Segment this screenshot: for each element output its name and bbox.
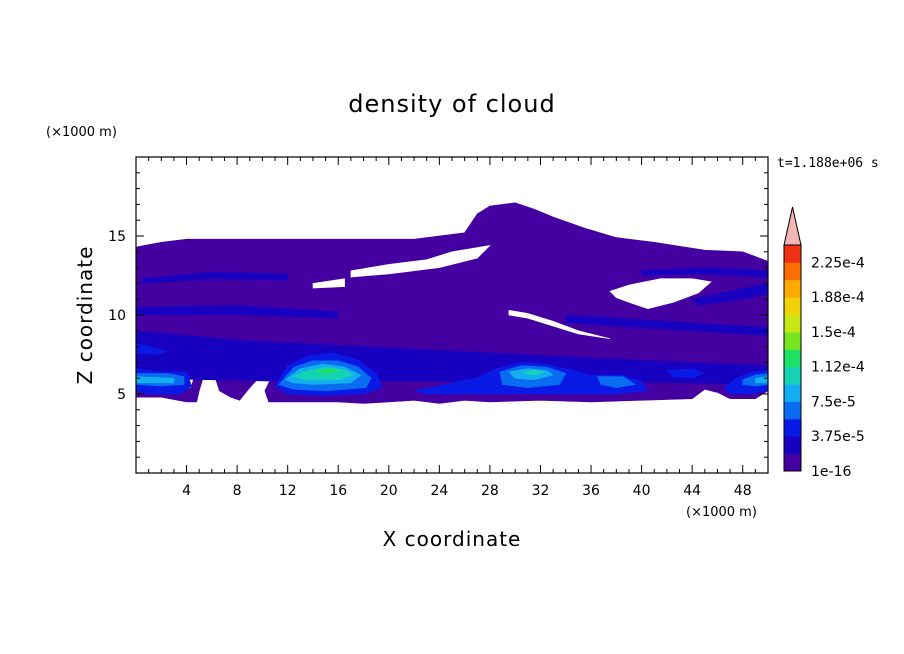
x-tick-label: 16	[329, 483, 347, 499]
colorbar-label: 1e-16	[811, 464, 851, 480]
cloud-gap-region	[312, 278, 345, 289]
x-tick-label: 48	[734, 483, 752, 499]
colorbar-overflow-arrow	[783, 206, 802, 246]
colorbar-swatch	[784, 453, 801, 472]
contour-fill	[136, 202, 768, 404]
colorbar-label: 2.25e-4	[811, 255, 865, 271]
cloud-density-region-level-4	[136, 376, 175, 384]
cloud-density-region-level-1	[641, 267, 768, 278]
x-tick-label: 36	[582, 483, 600, 499]
colorbar-swatch	[784, 349, 801, 368]
colorbar-swatch	[784, 314, 801, 333]
cloud-gap-region	[609, 278, 712, 310]
cloud-density-region-level-5	[521, 369, 545, 376]
x-tick-label: 20	[380, 483, 398, 499]
colorbar: 1e-16 3.75e-5 7.5e-5 1.12e-4 1.5e-4 1.88e-4 2.…	[783, 206, 865, 480]
colorbar-swatch	[784, 262, 801, 281]
colorbar-swatch	[784, 245, 801, 263]
cloud-density-region-level-1	[691, 283, 768, 306]
colorbar-swatch	[784, 401, 801, 420]
x-tick-label: 32	[532, 483, 550, 499]
cloud-gap-region	[350, 245, 491, 278]
y-tick-label: 10	[108, 308, 126, 324]
x-axis-label: X coordinate	[383, 527, 522, 551]
colorbar-swatch	[784, 436, 801, 455]
x-tick-label: 12	[279, 483, 297, 499]
time-label: t=1.188e+06 s	[777, 156, 879, 171]
colorbar-swatch	[784, 279, 801, 298]
cloud-density-region-level-2	[666, 368, 706, 379]
x-tick-label: 8	[233, 483, 242, 499]
colorbar-label: 7.5e-5	[811, 394, 856, 410]
z-unit-label: (×1000 m)	[46, 125, 117, 140]
x-tick-label: 4	[182, 483, 191, 499]
cloud-density-region-level-2	[136, 343, 168, 355]
cloud-density-region-level-1	[142, 271, 289, 284]
colorbar-swatch	[784, 418, 801, 437]
colorbar-swatch	[784, 331, 801, 350]
y-axis-label: Z coordinate	[73, 246, 97, 385]
cloud-density-region-level-1	[565, 314, 768, 336]
x-tick-label: 44	[683, 483, 701, 499]
colorbar-swatch	[784, 297, 801, 315]
x-unit-label: (×1000 m)	[686, 505, 757, 520]
cloud-density-region-level-6	[315, 368, 341, 374]
colorbar-label: 1.5e-4	[811, 325, 856, 341]
cloud-density-region-level-1	[136, 346, 263, 360]
cloud-density-region-level-3	[596, 376, 637, 389]
cloud-gap-region	[508, 309, 611, 339]
chart-title: density of cloud	[348, 90, 555, 118]
colorbar-label: 3.75e-5	[811, 429, 865, 445]
x-tick-label: 24	[430, 483, 448, 499]
x-tick-label: 28	[481, 483, 499, 499]
y-tick-label: 15	[108, 229, 126, 245]
x-tick-label: 40	[633, 483, 651, 499]
cloud-density-region-level-1	[136, 305, 339, 319]
colorbar-swatch	[784, 384, 801, 402]
colorbar-label: 1.88e-4	[811, 290, 865, 306]
colorbar-label: 1.12e-4	[811, 360, 865, 376]
y-tick-label: 5	[117, 387, 126, 403]
colorbar-swatch	[784, 366, 801, 385]
